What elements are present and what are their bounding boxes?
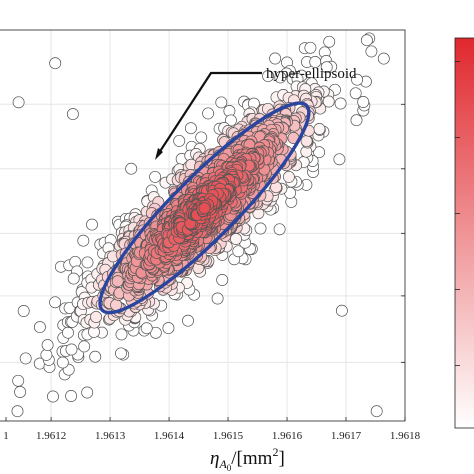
annotation-arrow — [156, 71, 262, 157]
x-tick-label: 1.9614 — [154, 430, 185, 442]
data-point — [19, 352, 32, 365]
data-point — [49, 57, 62, 70]
data-point — [216, 274, 229, 286]
x-axis-label-unit-exponent: 2 — [272, 445, 278, 459]
data-point — [334, 97, 347, 110]
data-point — [41, 339, 54, 352]
data-point — [370, 405, 383, 418]
x-axis-label: ηA0/[mm2] — [210, 445, 285, 473]
hyper-ellipsoid-outline — [98, 101, 311, 315]
x-axis-label-symbol: η — [210, 448, 219, 469]
data-point — [215, 96, 228, 109]
data-point — [115, 328, 128, 341]
data-point — [360, 34, 373, 47]
data-point — [333, 153, 346, 166]
data-point — [11, 405, 24, 418]
data-point — [33, 321, 46, 334]
data-point — [65, 343, 78, 356]
data-point — [81, 386, 94, 399]
data-point — [282, 170, 295, 183]
data-point — [202, 107, 215, 120]
x-tick-label: 1.9616 — [272, 430, 303, 442]
data-point — [115, 347, 127, 360]
axis-ticks — [5, 103, 406, 421]
data-point — [77, 234, 90, 247]
data-point — [162, 322, 175, 335]
scatter-points — [11, 32, 390, 418]
data-point — [273, 223, 286, 236]
data-point — [313, 123, 326, 135]
data-point — [274, 71, 287, 84]
plot-area-frame — [0, 29, 406, 422]
data-point — [66, 108, 79, 121]
data-point — [49, 296, 62, 309]
x-tick-label: 1.9615 — [213, 430, 244, 442]
x-tick-label: 1.9618 — [390, 430, 421, 442]
data-point — [12, 374, 25, 387]
x-tick-labels: 1 1.9612 1.9613 1.9614 1.9615 1.9616 1.9617 1.9… — [3, 430, 420, 442]
data-point — [12, 96, 25, 109]
data-point — [184, 122, 197, 135]
data-point — [262, 70, 275, 83]
x-tick-label: 1 — [3, 430, 9, 442]
data-point — [198, 202, 211, 215]
data-point — [350, 114, 363, 127]
data-point — [313, 146, 326, 159]
data-point — [65, 390, 78, 402]
data-point — [304, 41, 317, 54]
data-point — [365, 45, 378, 58]
data-point — [335, 304, 348, 317]
x-axis-label-unit: /[mm — [231, 448, 272, 469]
data-point — [211, 292, 224, 305]
data-point — [81, 256, 94, 269]
x-tick-label: 1.9617 — [331, 430, 362, 442]
x-tick-label: 1.9612 — [36, 430, 66, 442]
data-point — [89, 350, 102, 363]
data-point — [173, 134, 186, 147]
x-axis-label-sub: A — [218, 457, 227, 471]
data-point — [323, 35, 336, 48]
data-point — [47, 390, 59, 403]
data-point — [111, 275, 124, 288]
data-point — [14, 386, 27, 398]
data-point — [182, 314, 194, 327]
data-point — [78, 340, 91, 353]
data-point — [320, 61, 333, 74]
data-point — [232, 245, 245, 258]
data-point — [67, 272, 80, 285]
data-point — [140, 322, 153, 335]
data-point — [254, 222, 267, 235]
data-point — [125, 162, 138, 175]
data-point — [56, 356, 69, 369]
data-point — [149, 170, 162, 183]
data-point — [230, 233, 242, 245]
colorbar-ticks — [455, 61, 460, 367]
data-point — [195, 131, 208, 144]
colorbar — [454, 37, 474, 429]
data-point — [349, 87, 362, 100]
data-point — [86, 218, 98, 231]
annotation-label: hyper-ellipsoid — [266, 66, 357, 82]
data-point — [17, 305, 30, 317]
annotation-arrowhead — [155, 148, 163, 160]
data-point — [62, 326, 74, 339]
data-point — [90, 311, 103, 323]
data-point — [351, 73, 364, 86]
data-point — [40, 348, 53, 361]
data-point — [377, 52, 390, 65]
x-axis-label-unit-close: ] — [278, 448, 284, 469]
data-point — [322, 95, 335, 108]
data-point — [300, 135, 313, 148]
data-point — [357, 96, 370, 108]
x-tick-label: 1.9613 — [95, 430, 126, 442]
x-axis-label-subsub: 0 — [227, 463, 232, 473]
data-point — [269, 52, 282, 65]
